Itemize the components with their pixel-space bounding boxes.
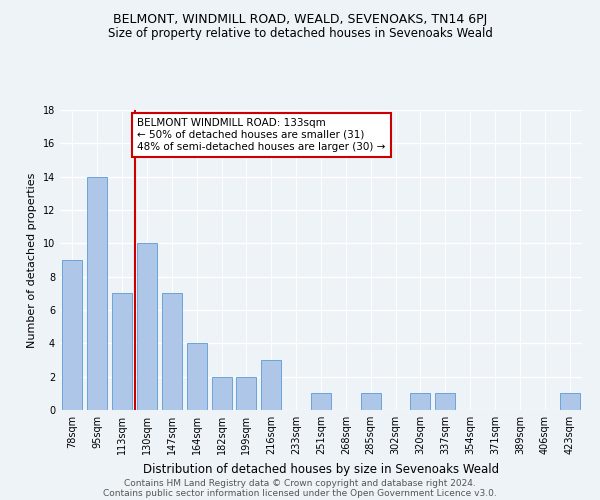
Bar — [212, 376, 232, 410]
Bar — [162, 294, 182, 410]
Text: Size of property relative to detached houses in Sevenoaks Weald: Size of property relative to detached ho… — [107, 28, 493, 40]
Bar — [137, 244, 157, 410]
Bar — [236, 376, 256, 410]
Text: Contains public sector information licensed under the Open Government Licence v3: Contains public sector information licen… — [103, 488, 497, 498]
Y-axis label: Number of detached properties: Number of detached properties — [27, 172, 37, 348]
Bar — [112, 294, 132, 410]
X-axis label: Distribution of detached houses by size in Sevenoaks Weald: Distribution of detached houses by size … — [143, 462, 499, 475]
Bar — [62, 260, 82, 410]
Bar — [262, 360, 281, 410]
Bar — [361, 394, 380, 410]
Bar — [187, 344, 206, 410]
Text: BELMONT WINDMILL ROAD: 133sqm
← 50% of detached houses are smaller (31)
48% of s: BELMONT WINDMILL ROAD: 133sqm ← 50% of d… — [137, 118, 385, 152]
Text: BELMONT, WINDMILL ROAD, WEALD, SEVENOAKS, TN14 6PJ: BELMONT, WINDMILL ROAD, WEALD, SEVENOAKS… — [113, 12, 487, 26]
Bar — [436, 394, 455, 410]
Bar — [311, 394, 331, 410]
Bar — [88, 176, 107, 410]
Bar — [410, 394, 430, 410]
Text: Contains HM Land Registry data © Crown copyright and database right 2024.: Contains HM Land Registry data © Crown c… — [124, 478, 476, 488]
Bar — [560, 394, 580, 410]
